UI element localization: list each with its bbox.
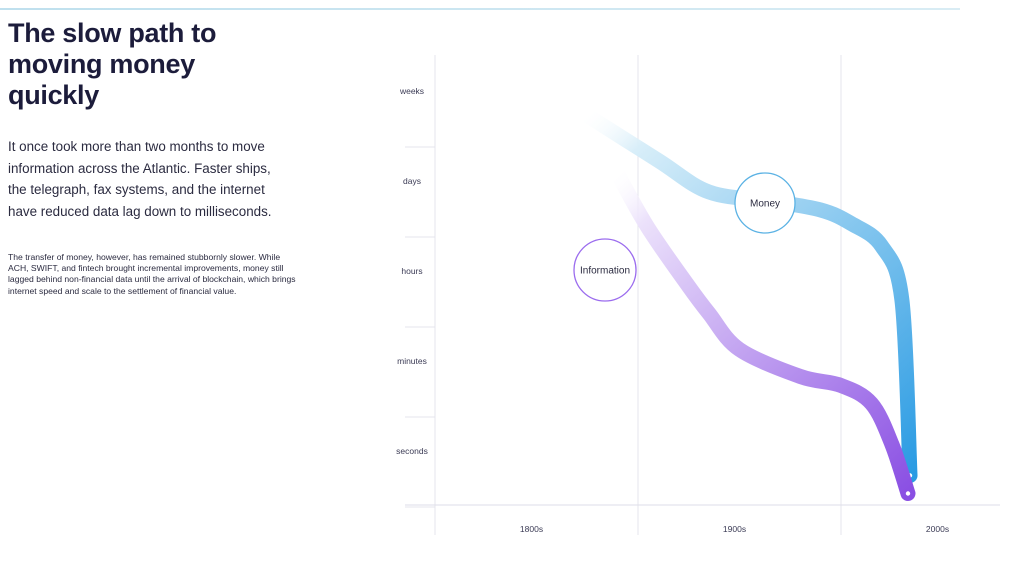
y-tick-label: hours [401, 266, 422, 276]
body-paragraph: The transfer of money, however, has rema… [8, 252, 296, 296]
series-endpoint-information [905, 491, 911, 496]
series-markers: Money Information [573, 172, 796, 302]
page-title: The slow path to moving money quickly [8, 18, 217, 110]
series-label-information: Information [580, 266, 630, 277]
x-tick-label: 1900s [723, 524, 746, 534]
y-tick-label: days [403, 176, 421, 186]
y-tick-label: seconds [396, 446, 428, 456]
series-label-circle-money [734, 172, 796, 234]
chart-series [579, 108, 918, 501]
x-axis-labels: 1800s 1900s 2000s [520, 524, 949, 534]
x-tick-label: 1800s [520, 524, 543, 534]
x-tick-label: 2000s [926, 524, 949, 534]
intro-paragraph: It once took more than two months to mov… [8, 139, 272, 219]
y-tick-label: weeks [399, 86, 424, 96]
chart-grid [405, 55, 1000, 535]
y-tick-label: minutes [397, 356, 427, 366]
series-line-money [579, 108, 918, 483]
series-label-money: Money [750, 199, 780, 210]
series-label-circle-information [573, 238, 637, 302]
top-divider [0, 8, 960, 10]
y-axis-labels: weeks days hours minutes seconds [396, 86, 428, 456]
series-line-information [610, 166, 916, 501]
